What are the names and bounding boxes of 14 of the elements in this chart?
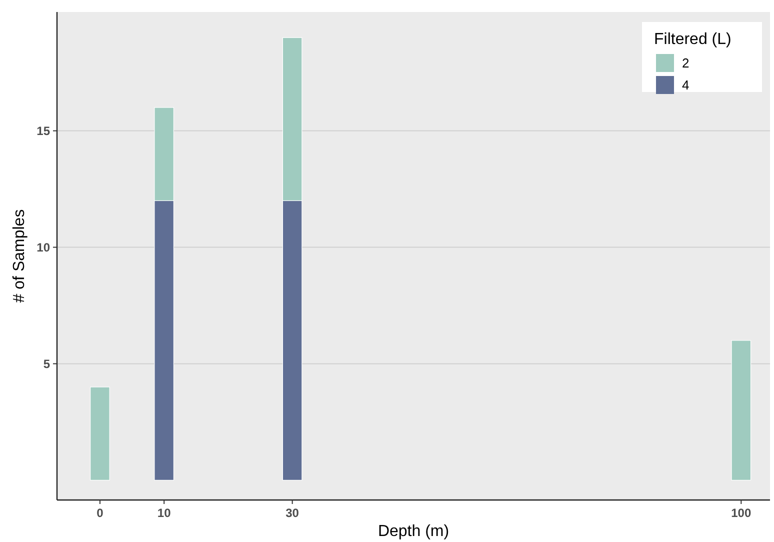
x-tick-label: 10: [157, 506, 172, 520]
bar: [731, 340, 752, 480]
bar: [90, 386, 110, 480]
x-tick-label: 0: [96, 506, 104, 520]
legend-label: 2: [682, 56, 690, 71]
y-axis-title: # of Samples: [11, 209, 28, 303]
x-tick-label: 30: [286, 506, 300, 520]
x-tick-label: 100: [731, 506, 752, 520]
y-tick-label: 15: [36, 124, 50, 138]
y-tick-label: 5: [43, 356, 50, 371]
legend-title: Filtered (L): [654, 31, 732, 48]
legend-label: 4: [682, 78, 690, 93]
x-axis-title: Depth (m): [378, 523, 450, 540]
y-tick-label: 10: [36, 240, 50, 254]
